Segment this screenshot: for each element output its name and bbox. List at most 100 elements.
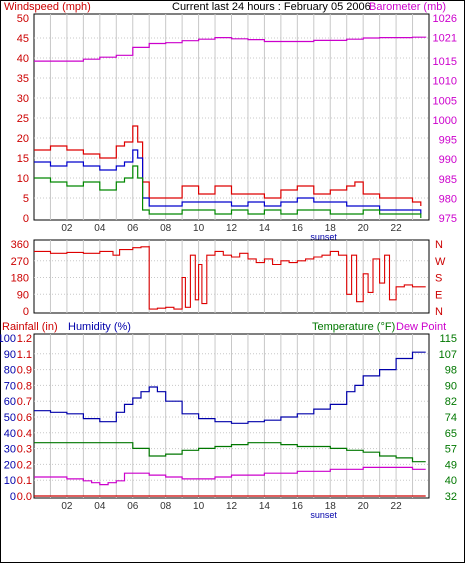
wind-x-tick-label: 10 (193, 223, 205, 234)
wind-sunset-label: sunset (310, 232, 337, 242)
direction-tick-label: 180 (11, 273, 29, 285)
environment-x-tick-label: 14 (259, 501, 271, 512)
wind-x-tick-label: 12 (226, 223, 238, 234)
rainfall-tick-label: 0.0 (17, 491, 32, 503)
wind-tick-label: 10 (17, 173, 29, 185)
rainfall-tick-label: 0.1 (17, 475, 32, 487)
environment-x-tick-label: 18 (325, 501, 337, 512)
rainfall-axis-title: Rainfall (in) (2, 321, 58, 333)
wind-tick-label: 25 (17, 113, 29, 125)
wind-x-tick-label: 08 (160, 223, 172, 234)
rainfall-tick-label: 0.3 (17, 444, 32, 456)
chart-title: Current last 24 hours : February 05 2006 (172, 1, 371, 13)
barometer-tick-label: 1010 (433, 76, 457, 88)
environment-panel (33, 333, 430, 499)
wind-x-tick-label: 06 (127, 223, 139, 234)
humidity-tick-label: 80 (4, 365, 16, 377)
wind-x-tick-label: 20 (358, 223, 370, 234)
wind-tick-label: 0 (23, 213, 29, 225)
wind-x-tick-label: 04 (94, 223, 106, 234)
environment-x-tick-label: 06 (127, 501, 139, 512)
barometer-tick-label: 1005 (433, 95, 457, 107)
temperature-tick-label: 40 (445, 475, 457, 487)
rainfall-tick-label: 0.8 (17, 380, 32, 392)
environment-x-tick-label: 08 (160, 501, 172, 512)
wind-direction-series-line (34, 245, 426, 310)
wind-tick-label: 45 (17, 33, 29, 45)
rainfall-tick-label: 0.7 (17, 396, 32, 408)
wind-axis-title: Windspeed (mph) (4, 1, 91, 13)
environment-x-tick-label: 10 (193, 501, 205, 512)
wind-tick-label: 20 (17, 133, 29, 145)
temperature-tick-label: 82 (445, 396, 457, 408)
direction-compass-label: S (435, 273, 442, 285)
temperature-tick-label: 74 (445, 412, 457, 424)
temperature-tick-label: 57 (445, 444, 457, 456)
barometer-tick-label: 1026 (433, 13, 457, 25)
humidity-tick-label: 50 (4, 412, 16, 424)
direction-compass-label: E (435, 289, 442, 301)
wind-tick-label: 30 (17, 93, 29, 105)
direction-compass-label: N (435, 239, 443, 251)
environment-x-tick-label: 04 (94, 501, 106, 512)
direction-tick-label: 270 (11, 256, 29, 268)
wind-low-series-line (34, 165, 422, 218)
rainfall-tick-label: 1.1 (17, 349, 32, 361)
barometer-axis-title: Barometer (mb) (369, 1, 446, 13)
direction-panel (33, 239, 430, 314)
humidity-tick-label: 100 (0, 333, 16, 345)
barometer-tick-label: 995 (439, 135, 457, 147)
wind-x-tick-label: 16 (292, 223, 304, 234)
temperature-tick-label: 65 (445, 428, 457, 440)
rainfall-tick-label: 0.9 (17, 365, 32, 377)
barometer-tick-label: 980 (439, 193, 457, 205)
environment-sunset-label: sunset (310, 510, 337, 520)
temperature-tick-label: 32 (445, 491, 457, 503)
temperature-axis-title: Temperature (°F) (312, 321, 395, 333)
barometer-tick-label: 1015 (433, 56, 457, 68)
wind-tick-label: 40 (17, 53, 29, 65)
direction-tick-label: 90 (17, 289, 29, 301)
dewpoint-series-line (34, 466, 426, 486)
environment-x-tick-label: 20 (358, 501, 370, 512)
wind-tick-label: 35 (17, 73, 29, 85)
wind-tick-label: 5 (23, 193, 29, 205)
temperature-tick-label: 49 (445, 459, 457, 471)
barometer-tick-label: 975 (439, 213, 457, 225)
direction-tick-label: 360 (11, 239, 29, 251)
wind-peak-series-line (34, 125, 422, 206)
rainfall-tick-label: 0.4 (17, 428, 32, 440)
temperature-series-line (34, 442, 426, 463)
direction-compass-label: N (435, 306, 443, 318)
temperature-tick-label: 115 (439, 333, 457, 345)
temperature-tick-label: 98 (445, 365, 457, 377)
humidity-tick-label: 30 (4, 444, 16, 456)
humidity-tick-label: 10 (4, 475, 16, 487)
direction-compass-label: W (435, 256, 446, 268)
environment-x-tick-label: 02 (61, 501, 73, 512)
humidity-tick-label: 70 (4, 380, 16, 392)
barometer-tick-label: 990 (439, 154, 457, 166)
temperature-tick-label: 90 (445, 380, 457, 392)
environment-x-tick-label: 12 (226, 501, 238, 512)
rainfall-tick-label: 1.2 (17, 333, 32, 345)
humidity-axis-title: Humidity (%) (68, 321, 131, 333)
wind-tick-label: 15 (17, 153, 29, 165)
barometer-tick-label: 985 (439, 174, 457, 186)
humidity-tick-label: 40 (4, 428, 16, 440)
humidity-series-line (34, 351, 426, 424)
barometer-tick-label: 1000 (433, 115, 457, 127)
wind-x-tick-label: 02 (61, 223, 73, 234)
wind-tick-label: 50 (17, 13, 29, 25)
wind-avg-series-line (34, 149, 422, 214)
dewpoint-axis-title: Dew Point (396, 321, 446, 333)
wind-panel (33, 13, 430, 221)
humidity-tick-label: 60 (4, 396, 16, 408)
environment-x-tick-label: 16 (292, 501, 304, 512)
humidity-tick-label: 20 (4, 459, 16, 471)
direction-tick-label: 0 (23, 306, 29, 318)
barometer-tick-label: 1021 (433, 33, 457, 45)
rainfall-tick-label: 0.6 (17, 412, 32, 424)
